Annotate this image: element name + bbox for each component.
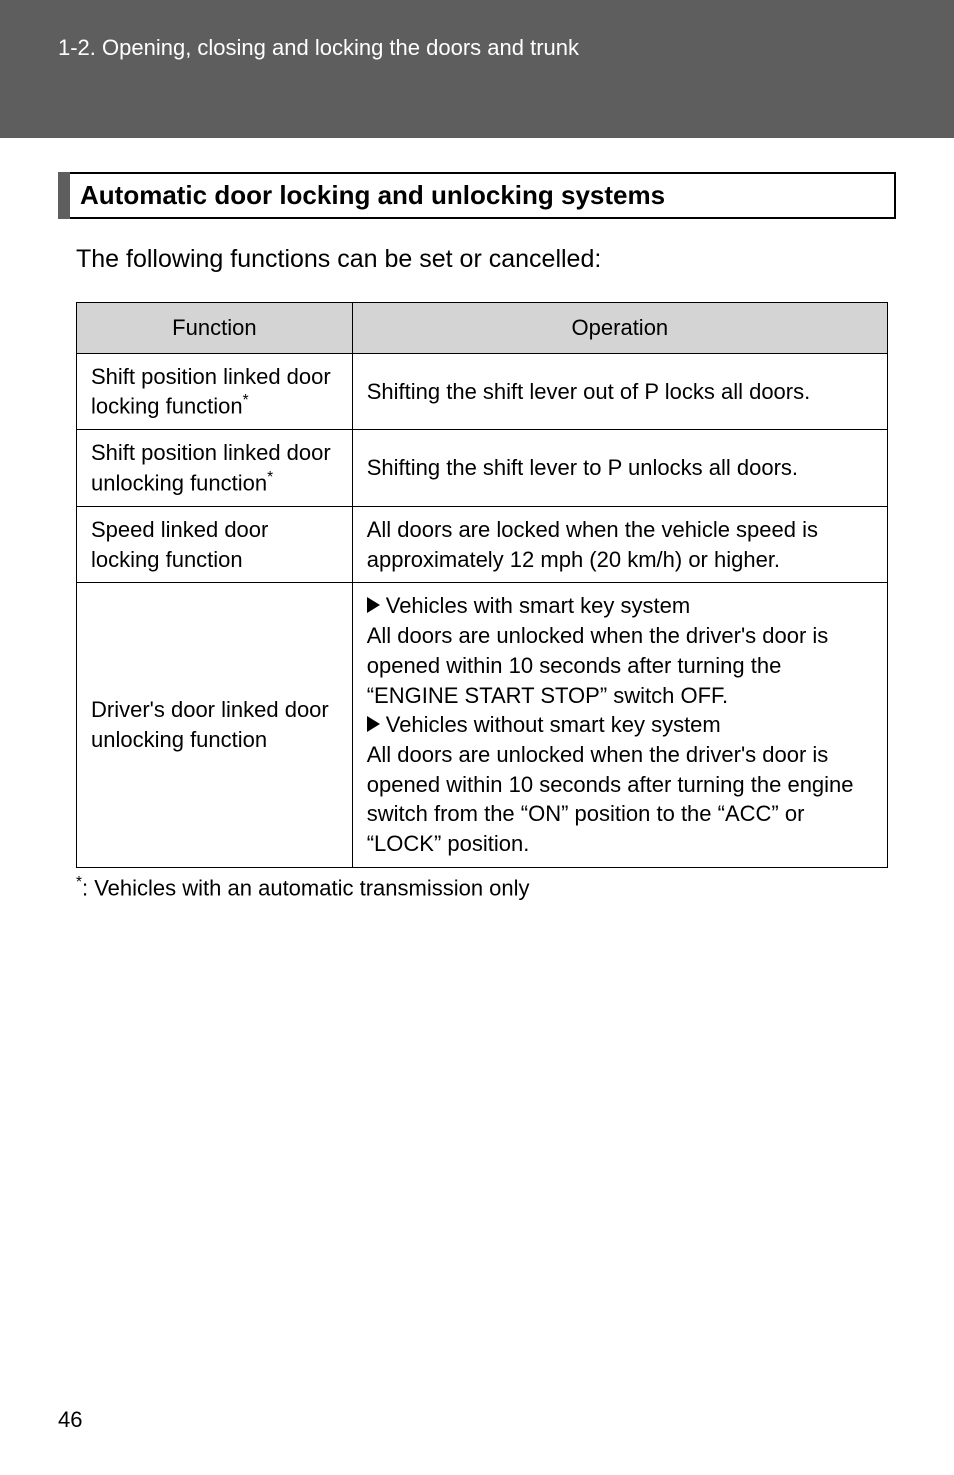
operation-text: All doors are locked when the vehicle sp… — [367, 515, 873, 574]
page-content: Automatic door locking and unlocking sys… — [0, 138, 954, 901]
function-text: Shift position linked door locking funct… — [91, 364, 331, 419]
operation-line: All doors are locked when the vehicle sp… — [367, 515, 873, 574]
arrow-icon — [367, 716, 380, 732]
operation-text: All doors are unlocked when the driver's… — [367, 740, 873, 859]
operation-line: Vehicles with smart key system — [367, 591, 873, 621]
operation-line: Shifting the shift lever out of P locks … — [367, 377, 873, 407]
section-intro: The following functions can be set or ca… — [76, 245, 896, 274]
function-text: Driver's door linked door unlocking func… — [91, 697, 329, 752]
operation-cell: Vehicles with smart key systemAll doors … — [352, 583, 887, 867]
header-band: 1-2. Opening, closing and locking the do… — [0, 0, 954, 138]
section-heading-box: Automatic door locking and unlocking sys… — [70, 172, 896, 219]
operation-text: Vehicles with smart key system — [386, 591, 690, 621]
table-row: Shift position linked door locking funct… — [77, 353, 888, 430]
operation-cell: All doors are locked when the vehicle sp… — [352, 507, 887, 583]
function-cell: Driver's door linked door unlocking func… — [77, 583, 353, 867]
function-cell: Shift position linked door unlocking fun… — [77, 430, 353, 507]
footnote: *: Vehicles with an automatic transmissi… — [76, 874, 896, 901]
operation-line: All doors are unlocked when the driver's… — [367, 621, 873, 710]
footnote-text: : Vehicles with an automatic transmissio… — [82, 875, 530, 900]
operation-text: Shifting the shift lever to P unlocks al… — [367, 453, 798, 483]
operation-text: Vehicles without smart key system — [386, 710, 721, 740]
functions-table-wrap: Function Operation Shift position linked… — [76, 302, 888, 868]
functions-table: Function Operation Shift position linked… — [76, 302, 888, 868]
table-row: Driver's door linked door unlocking func… — [77, 583, 888, 867]
operation-text: All doors are unlocked when the driver's… — [367, 621, 873, 710]
section-heading-bar — [58, 172, 70, 219]
col-header-function: Function — [77, 303, 353, 354]
operation-line: Vehicles without smart key system — [367, 710, 873, 740]
operation-line: All doors are unlocked when the driver's… — [367, 740, 873, 859]
breadcrumb: 1-2. Opening, closing and locking the do… — [58, 35, 954, 61]
col-header-operation: Operation — [352, 303, 887, 354]
arrow-icon — [367, 597, 380, 613]
page-number: 46 — [58, 1407, 82, 1433]
function-cell: Shift position linked door locking funct… — [77, 353, 353, 430]
function-sup: * — [243, 392, 249, 409]
table-row: Shift position linked door unlocking fun… — [77, 430, 888, 507]
section-title: Automatic door locking and unlocking sys… — [80, 180, 665, 211]
section-heading: Automatic door locking and unlocking sys… — [58, 172, 896, 219]
table-row: Speed linked door locking function All do… — [77, 507, 888, 583]
operation-line: Shifting the shift lever to P unlocks al… — [367, 453, 873, 483]
table-header-row: Function Operation — [77, 303, 888, 354]
operation-cell: Shifting the shift lever out of P locks … — [352, 353, 887, 430]
function-sup: * — [267, 469, 273, 486]
function-text: Shift position linked door unlocking fun… — [91, 440, 331, 495]
operation-cell: Shifting the shift lever to P unlocks al… — [352, 430, 887, 507]
operation-text: Shifting the shift lever out of P locks … — [367, 377, 811, 407]
function-text: Speed linked door locking function — [91, 517, 268, 572]
function-cell: Speed linked door locking function — [77, 507, 353, 583]
